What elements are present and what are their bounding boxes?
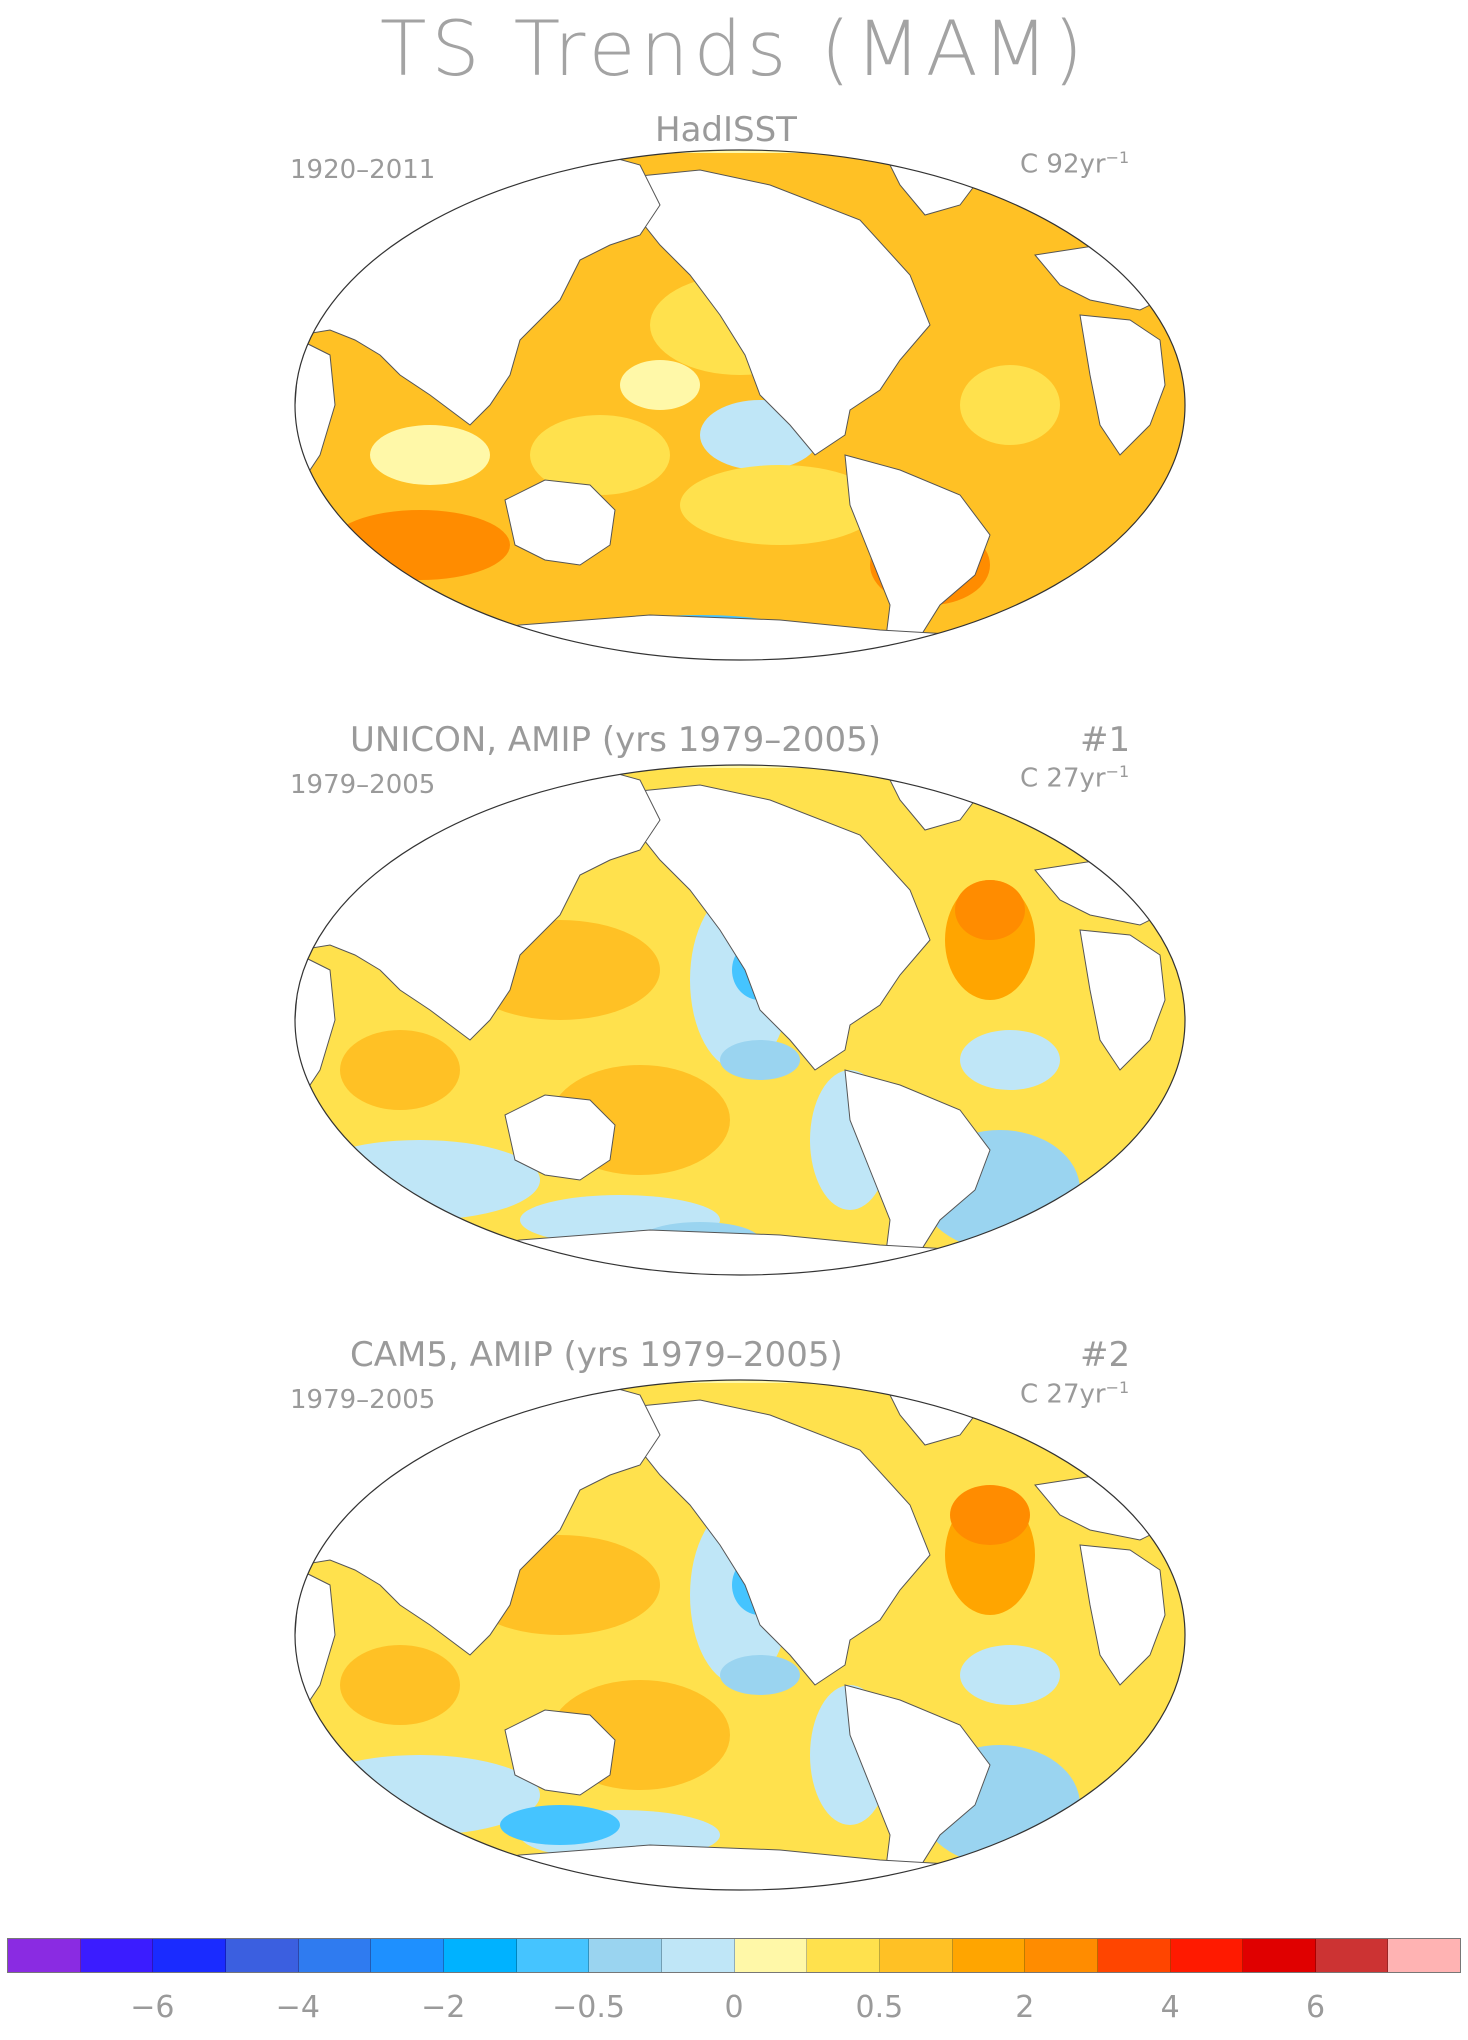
colorbar-swatch bbox=[1097, 1939, 1171, 1972]
panel-1-period: 1920–2011 bbox=[290, 155, 436, 185]
colorbar-swatch bbox=[1025, 1939, 1098, 1972]
panel-2-map bbox=[294, 764, 1186, 1276]
colorbar bbox=[7, 1938, 1461, 1973]
colorbar-swatch bbox=[443, 1939, 517, 1972]
panel-2-tag: #1 bbox=[1080, 720, 1131, 760]
colorbar-tick-label: −0.5 bbox=[552, 1990, 626, 2025]
colorbar-swatch bbox=[589, 1939, 662, 1972]
colorbar-swatch bbox=[80, 1939, 154, 1972]
colorbar-tick-label: 6 bbox=[1306, 1990, 1326, 2025]
colorbar-swatch bbox=[371, 1939, 444, 1972]
colorbar-swatch bbox=[8, 1939, 81, 1972]
colorbar-swatch bbox=[879, 1939, 953, 1972]
colorbar-tick-label: 0.5 bbox=[855, 1990, 904, 2025]
panel-3-period: 1979–2005 bbox=[290, 1385, 436, 1415]
colorbar-swatch bbox=[1170, 1939, 1244, 1972]
panel-3-units: C 27yr−1 bbox=[1020, 1378, 1130, 1410]
panel-1-title: HadISST bbox=[655, 110, 797, 150]
colorbar-swatch bbox=[734, 1939, 808, 1972]
panel-2-title: UNICON, AMIP (yrs 1979–2005) bbox=[350, 720, 882, 760]
panel-1-map bbox=[294, 149, 1186, 661]
panel-2-units: C 27yr−1 bbox=[1020, 762, 1130, 794]
colorbar-swatch bbox=[661, 1939, 735, 1972]
colorbar-tick-label: 4 bbox=[1160, 1990, 1180, 2025]
colorbar-tick-label: −6 bbox=[130, 1990, 175, 2025]
colorbar-swatch bbox=[1315, 1939, 1389, 1972]
colorbar-swatch bbox=[225, 1939, 299, 1972]
colorbar-swatch bbox=[298, 1939, 372, 1972]
colorbar-tick-label: −2 bbox=[421, 1990, 466, 2025]
colorbar-swatch bbox=[516, 1939, 590, 1972]
figure-title: TS Trends (MAM) bbox=[379, 4, 1088, 93]
colorbar-tick-label: −4 bbox=[275, 1990, 320, 2025]
colorbar-swatch bbox=[153, 1939, 226, 1972]
panel-3-map bbox=[294, 1379, 1186, 1891]
panel-2-period: 1979–2005 bbox=[290, 770, 436, 800]
colorbar-swatch bbox=[1388, 1939, 1461, 1972]
colorbar-tick-label: 2 bbox=[1015, 1990, 1035, 2025]
colorbar-swatch bbox=[1243, 1939, 1316, 1972]
colorbar-swatch bbox=[952, 1939, 1026, 1972]
colorbar-tick-label: 0 bbox=[724, 1990, 744, 2025]
colorbar-swatch bbox=[807, 1939, 880, 1972]
panel-1-units: C 92yr−1 bbox=[1020, 148, 1130, 180]
panel-3-tag: #2 bbox=[1080, 1335, 1131, 1375]
panel-3-title: CAM5, AMIP (yrs 1979–2005) bbox=[350, 1335, 843, 1375]
